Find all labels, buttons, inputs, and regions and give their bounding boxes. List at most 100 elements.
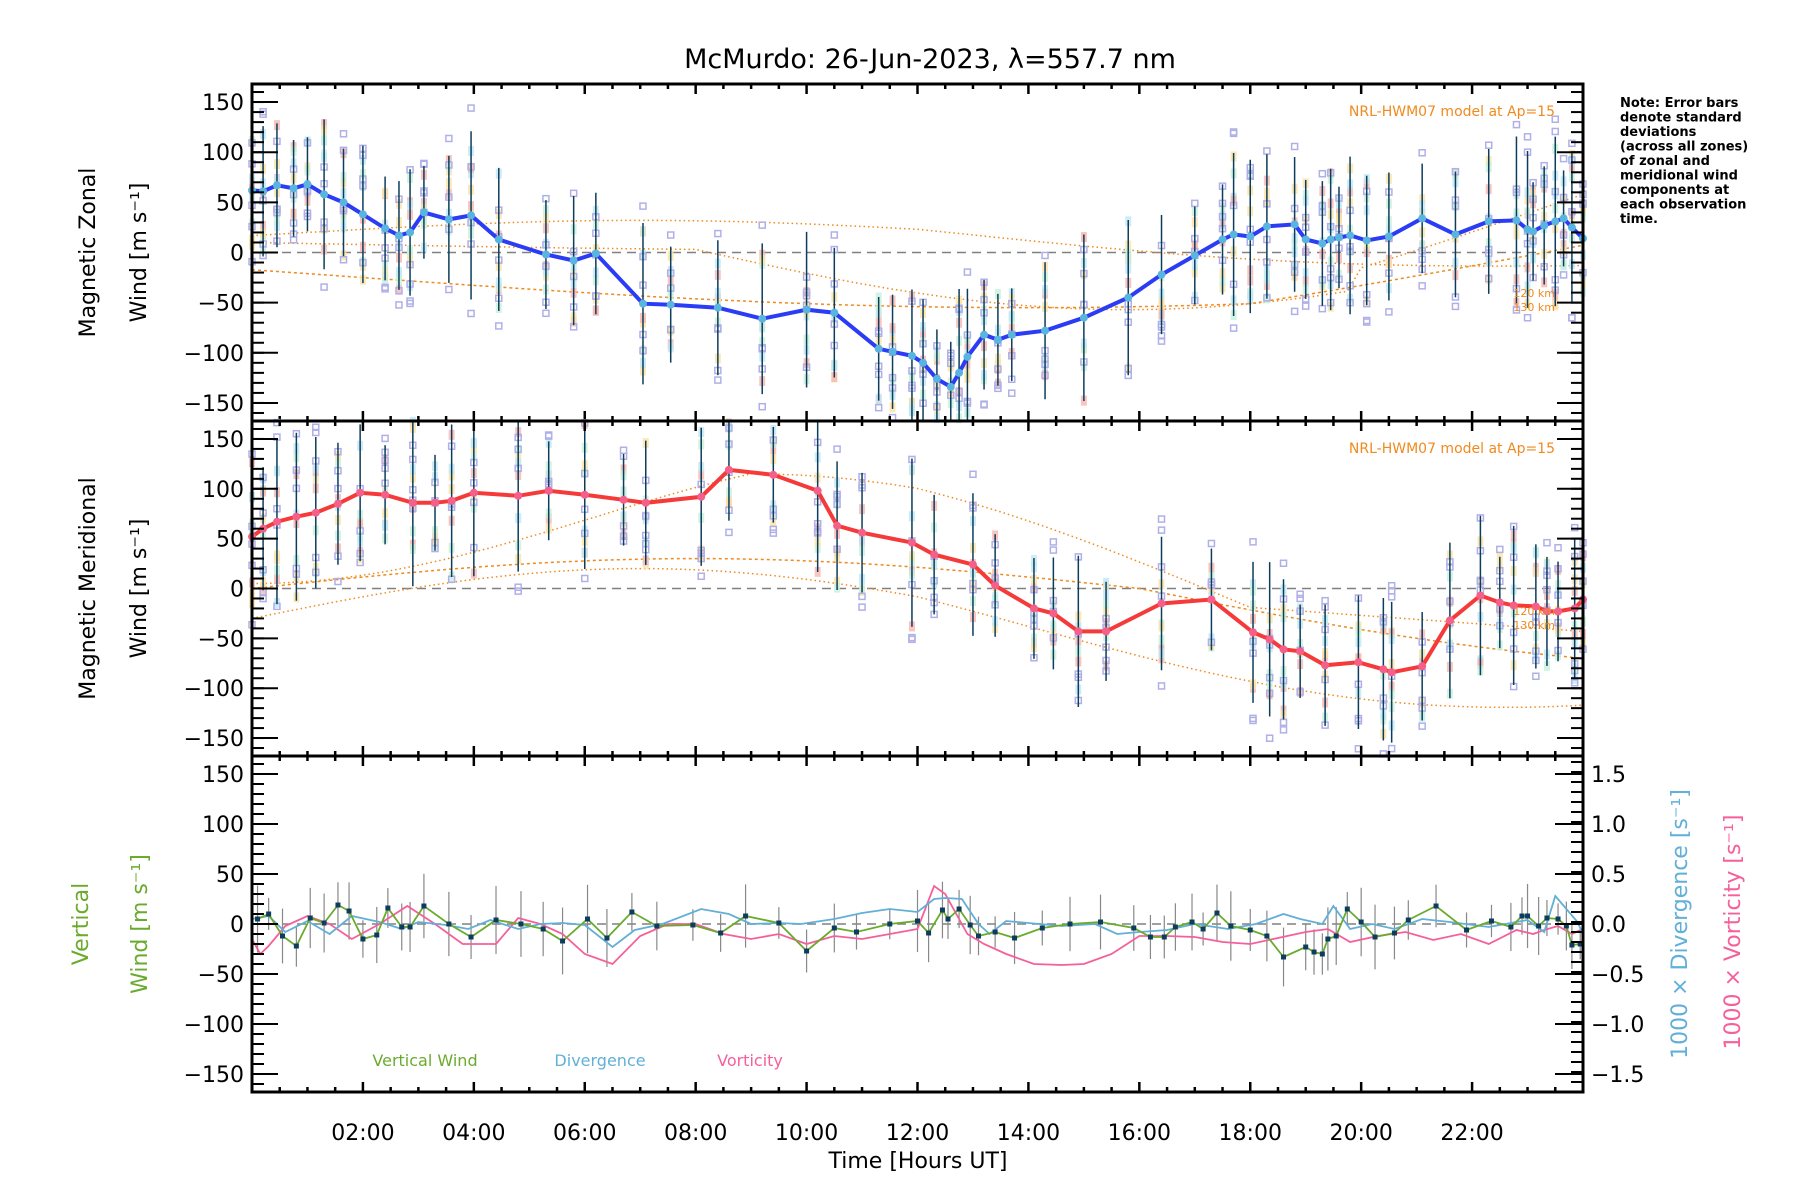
y-tick-label: 0 bbox=[230, 242, 244, 267]
y-axis-label-line2: Wind [m s⁻¹] bbox=[127, 519, 152, 659]
model-km-label: 120 km bbox=[1513, 287, 1555, 300]
vertical-wind-point bbox=[1012, 935, 1018, 941]
zone-sample bbox=[1551, 127, 1560, 136]
zone-sample bbox=[1263, 147, 1271, 155]
x-tick-label: 20:00 bbox=[1329, 1121, 1392, 1146]
zone-sample bbox=[1008, 389, 1016, 397]
zone-sample bbox=[1387, 744, 1396, 753]
zone-sample bbox=[495, 322, 503, 330]
zonal-data-point bbox=[802, 305, 811, 314]
zone-sample bbox=[320, 283, 328, 291]
zone-sample bbox=[381, 434, 389, 443]
vertical-wind-point bbox=[1405, 917, 1411, 923]
meridional-data-point bbox=[1531, 602, 1540, 611]
vertical-wind-point bbox=[1303, 944, 1309, 950]
vertical-wind-point bbox=[853, 929, 859, 935]
zone-sample bbox=[1249, 716, 1257, 725]
zonal-data-point bbox=[1529, 227, 1538, 236]
vertical-wind-point bbox=[976, 933, 982, 939]
y-tick-label: 0 bbox=[230, 578, 244, 603]
zonal-data-point bbox=[1218, 235, 1227, 244]
y-tick-label: 100 bbox=[202, 813, 244, 838]
zone-sample bbox=[1451, 302, 1460, 311]
zone-sample bbox=[1249, 538, 1257, 546]
zonal-data-point bbox=[666, 300, 675, 309]
zone-sample bbox=[339, 255, 348, 264]
zone-sample bbox=[697, 572, 705, 580]
zone-sample bbox=[312, 423, 320, 432]
zone-sample bbox=[1484, 141, 1493, 149]
zonal-data-point bbox=[320, 190, 329, 199]
x-tick-label: 22:00 bbox=[1440, 1121, 1503, 1146]
meridional-data-point bbox=[580, 490, 589, 499]
model-curve bbox=[251, 473, 1584, 633]
vertical-wind-point bbox=[1311, 949, 1317, 955]
vertical-wind-point bbox=[776, 920, 782, 926]
vertical-wind-point bbox=[967, 922, 973, 928]
model-km-label: 120 km bbox=[1513, 605, 1555, 618]
model-label: NRL-HWM07 model at Ap=15 bbox=[1349, 104, 1555, 120]
vertical-wind-point bbox=[1214, 910, 1220, 916]
meridional-data-point bbox=[469, 488, 478, 497]
zone-sample bbox=[1157, 515, 1166, 523]
zonal-data-point bbox=[1041, 326, 1050, 335]
vertical-wind-point bbox=[1264, 933, 1270, 939]
zonal-data-point bbox=[394, 231, 403, 240]
zonal-data-point bbox=[1157, 270, 1166, 279]
vertical-wind-point bbox=[629, 909, 635, 915]
meridional-data-point bbox=[272, 517, 281, 526]
vertical-wind-point bbox=[360, 936, 366, 942]
meridional-data-point bbox=[1279, 645, 1288, 654]
vertical-wind-point bbox=[1189, 919, 1195, 925]
zone-sample bbox=[1551, 115, 1560, 124]
x-tick-label: 14:00 bbox=[997, 1121, 1060, 1146]
y-tick-label: −150 bbox=[184, 392, 244, 417]
x-tick-label: 02:00 bbox=[331, 1121, 394, 1146]
vertical-wind-point bbox=[1247, 927, 1253, 933]
zone-sample bbox=[758, 221, 766, 229]
zone-sample bbox=[769, 525, 778, 534]
meridional-data-point bbox=[1157, 599, 1166, 608]
zonal-data-point bbox=[946, 382, 955, 391]
vertical-wind-point bbox=[374, 932, 380, 938]
meridional-data-point bbox=[697, 492, 706, 501]
meridional-data-point bbox=[431, 498, 440, 507]
zone-sample bbox=[758, 402, 766, 411]
zone-sample bbox=[339, 130, 348, 138]
zone-sample bbox=[445, 134, 453, 143]
vertical-wind-point bbox=[1519, 913, 1525, 919]
zone-sample bbox=[1570, 523, 1579, 532]
zone-sample bbox=[1049, 546, 1058, 554]
meridional-data-point bbox=[724, 465, 733, 474]
vertical-wind-point bbox=[945, 916, 951, 922]
model-label: NRL-HWM07 model at Ap=15 bbox=[1349, 441, 1555, 457]
zonal-data-point bbox=[406, 228, 415, 237]
zonal-data-point bbox=[494, 235, 503, 244]
zone-sample bbox=[1387, 587, 1396, 595]
right-tick-label: 0.5 bbox=[1591, 863, 1626, 888]
zonal-data-point bbox=[932, 374, 941, 383]
vertical-wind-point bbox=[1098, 919, 1104, 925]
zonal-data-point bbox=[1007, 330, 1016, 339]
zone-sample bbox=[1568, 139, 1576, 148]
vertical-wind-point bbox=[421, 903, 427, 909]
zonal-data-point bbox=[1229, 230, 1238, 239]
zone-sample bbox=[1512, 306, 1521, 314]
y-tick-label: 50 bbox=[216, 528, 244, 553]
zone-sample bbox=[514, 583, 522, 591]
meridional-data-point bbox=[333, 499, 342, 508]
meridional-data-point bbox=[311, 508, 320, 517]
y-axis-label-line1: Magnetic Zonal bbox=[76, 168, 101, 338]
y-axis-label-line1: Vertical bbox=[69, 883, 94, 965]
zonal-data-point bbox=[1567, 223, 1576, 232]
zonal-data-point bbox=[1384, 232, 1393, 241]
vertical-wind-point bbox=[1131, 925, 1137, 931]
note-line: each observation bbox=[1620, 198, 1746, 213]
y-tick-label: −100 bbox=[184, 1013, 244, 1038]
zonal-data-point bbox=[638, 299, 647, 308]
vertical-wind-point bbox=[887, 921, 893, 927]
y-axis-label-line2: Wind [m s⁻¹] bbox=[128, 854, 153, 994]
zonal-data-point bbox=[1451, 230, 1460, 239]
zone-sample bbox=[830, 231, 839, 239]
